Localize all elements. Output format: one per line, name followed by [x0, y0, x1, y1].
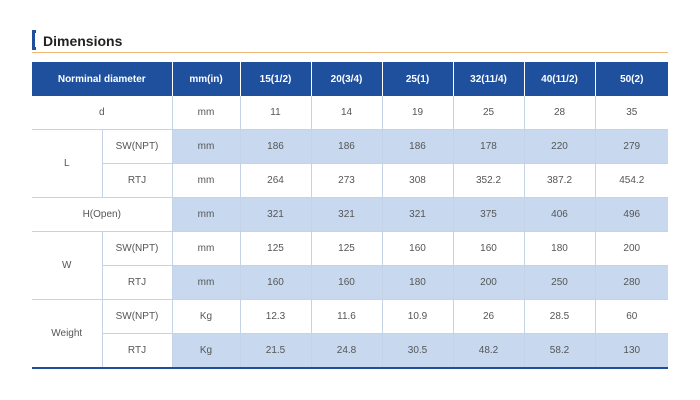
row-group-label: W: [32, 231, 103, 300]
value-cell: 28: [524, 96, 596, 130]
table-row: H(Open) mm 321 321 321 375 406 496: [32, 197, 668, 232]
value-cell: 25: [453, 96, 525, 130]
value-cell: 186: [382, 129, 454, 164]
header-size: 20(3/4): [311, 62, 383, 96]
row-sub-label: RTJ: [102, 265, 173, 300]
value-cell: 308: [382, 163, 454, 198]
unit-cell: mm: [172, 163, 241, 198]
value-cell: 58.2: [524, 333, 596, 369]
header-nominal-diameter: Norminal diameter: [32, 62, 173, 96]
value-cell: 387.2: [524, 163, 596, 198]
table-row: L SW(NPT) mm 186 186 186 178 220 279: [32, 129, 668, 198]
value-cell: 186: [311, 129, 383, 164]
value-cell: 48.2: [453, 333, 525, 369]
table-row: W SW(NPT) mm 125 125 160 160 180 200: [32, 231, 668, 300]
value-cell: 180: [524, 231, 596, 266]
value-cell: 125: [311, 231, 383, 266]
table-row: d mm 11 14 19 25 28 35: [32, 96, 668, 130]
value-cell: 375: [453, 197, 525, 232]
value-cell: 10.9: [382, 299, 454, 334]
value-cell: 12.3: [240, 299, 312, 334]
value-cell: 130: [595, 333, 668, 369]
value-cell: 220: [524, 129, 596, 164]
unit-cell: Kg: [172, 333, 241, 369]
table-header-row: Norminal diameter mm(in) 15(1/2) 20(3/4)…: [32, 62, 668, 96]
row-sub-label: RTJ: [102, 163, 173, 198]
dimensions-table: Norminal diameter mm(in) 15(1/2) 20(3/4)…: [32, 62, 668, 369]
row-sub-label: SW(NPT): [102, 299, 173, 334]
value-cell: 35: [595, 96, 668, 130]
value-cell: 280: [595, 265, 668, 300]
value-cell: 30.5: [382, 333, 454, 369]
value-cell: 406: [524, 197, 596, 232]
value-cell: 279: [595, 129, 668, 164]
section-title: Dimensions: [43, 33, 123, 49]
table-row: RTJ Kg 21.5 24.8 30.5 48.2 58.2 130: [32, 333, 668, 369]
value-cell: 186: [240, 129, 312, 164]
section-heading: Dimensions: [32, 30, 668, 53]
unit-cell: mm: [172, 265, 241, 300]
row-sub-label: SW(NPT): [102, 129, 173, 164]
value-cell: 321: [311, 197, 383, 232]
header-size: 25(1): [382, 62, 454, 96]
unit-cell: Kg: [172, 299, 241, 334]
row-sub-label: SW(NPT): [102, 231, 173, 266]
value-cell: 250: [524, 265, 596, 300]
value-cell: 11: [240, 96, 312, 130]
value-cell: 125: [240, 231, 312, 266]
header-unit: mm(in): [172, 62, 241, 96]
unit-cell: mm: [172, 129, 241, 164]
value-cell: 496: [595, 197, 668, 232]
header-size: 15(1/2): [240, 62, 312, 96]
value-cell: 160: [382, 231, 454, 266]
table-row: RTJ mm 264 273 308 352.2 387.2 454.2: [32, 163, 668, 198]
row-sub-label: RTJ: [102, 333, 173, 369]
row-group-label: L: [32, 129, 103, 198]
value-cell: 11.6: [311, 299, 383, 334]
row-label: d: [32, 96, 173, 130]
value-cell: 264: [240, 163, 312, 198]
value-cell: 273: [311, 163, 383, 198]
row-label: H(Open): [32, 197, 173, 232]
unit-cell: mm: [172, 197, 241, 232]
heading-bracket-icon: [32, 30, 36, 50]
value-cell: 160: [311, 265, 383, 300]
value-cell: 28.5: [524, 299, 596, 334]
value-cell: 352.2: [453, 163, 525, 198]
value-cell: 178: [453, 129, 525, 164]
unit-cell: mm: [172, 231, 241, 266]
value-cell: 321: [240, 197, 312, 232]
unit-cell: mm: [172, 96, 241, 130]
value-cell: 60: [595, 299, 668, 334]
value-cell: 26: [453, 299, 525, 334]
header-size: 32(11/4): [453, 62, 525, 96]
value-cell: 160: [240, 265, 312, 300]
header-size: 50(2): [595, 62, 668, 96]
value-cell: 19: [382, 96, 454, 130]
table-row: RTJ mm 160 160 180 200 250 280: [32, 265, 668, 300]
value-cell: 200: [595, 231, 668, 266]
value-cell: 14: [311, 96, 383, 130]
value-cell: 160: [453, 231, 525, 266]
row-group-label: Weight: [32, 299, 103, 369]
value-cell: 200: [453, 265, 525, 300]
value-cell: 180: [382, 265, 454, 300]
value-cell: 24.8: [311, 333, 383, 369]
header-size: 40(11/2): [524, 62, 596, 96]
value-cell: 21.5: [240, 333, 312, 369]
value-cell: 321: [382, 197, 454, 232]
table-row: Weight SW(NPT) Kg 12.3 11.6 10.9 26 28.5…: [32, 299, 668, 369]
value-cell: 454.2: [595, 163, 668, 198]
